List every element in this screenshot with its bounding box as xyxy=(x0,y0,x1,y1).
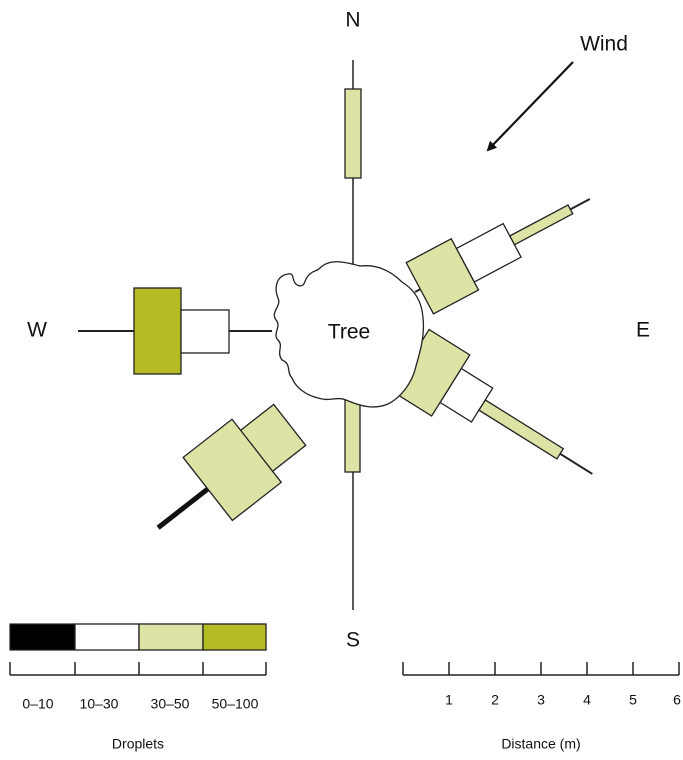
west-label: W xyxy=(27,319,47,342)
legend-scale xyxy=(9,662,267,676)
legend-class-label: 30–50 xyxy=(151,696,190,712)
scale-tick-label: 6 xyxy=(673,692,681,708)
distance-scale xyxy=(402,662,680,676)
scale-tick-label: 2 xyxy=(491,692,499,708)
north-label: N xyxy=(345,9,360,32)
north-bar xyxy=(344,88,362,179)
northeast-arm xyxy=(405,198,591,315)
legend-class-label: 50–100 xyxy=(212,696,259,712)
scale-title: Distance (m) xyxy=(501,736,580,752)
scale-tick-label: 1 xyxy=(445,692,453,708)
wind-label: Wind xyxy=(580,33,628,56)
scale-tick-label: 3 xyxy=(537,692,545,708)
scale-tick-label: 5 xyxy=(629,692,637,708)
legend-class-label: 10–30 xyxy=(80,696,119,712)
south-label: S xyxy=(346,629,360,652)
scale-tick-label: 4 xyxy=(583,692,591,708)
legend-class-label: 0–10 xyxy=(22,696,53,712)
tree-canopy xyxy=(273,261,425,408)
legend-swatch xyxy=(74,623,140,651)
wind-arrow xyxy=(486,61,574,152)
southeast-arm xyxy=(390,328,593,475)
southwest-arm xyxy=(156,403,307,530)
east-label: E xyxy=(636,319,650,342)
legend-swatch xyxy=(138,623,204,651)
tree-label: Tree xyxy=(328,321,370,344)
legend-title: Droplets xyxy=(112,736,164,752)
legend-swatch xyxy=(9,623,76,651)
west-bar-white xyxy=(180,309,230,354)
west-bar-dark xyxy=(133,287,182,375)
legend-swatch xyxy=(202,623,267,651)
south-bar xyxy=(344,399,361,473)
